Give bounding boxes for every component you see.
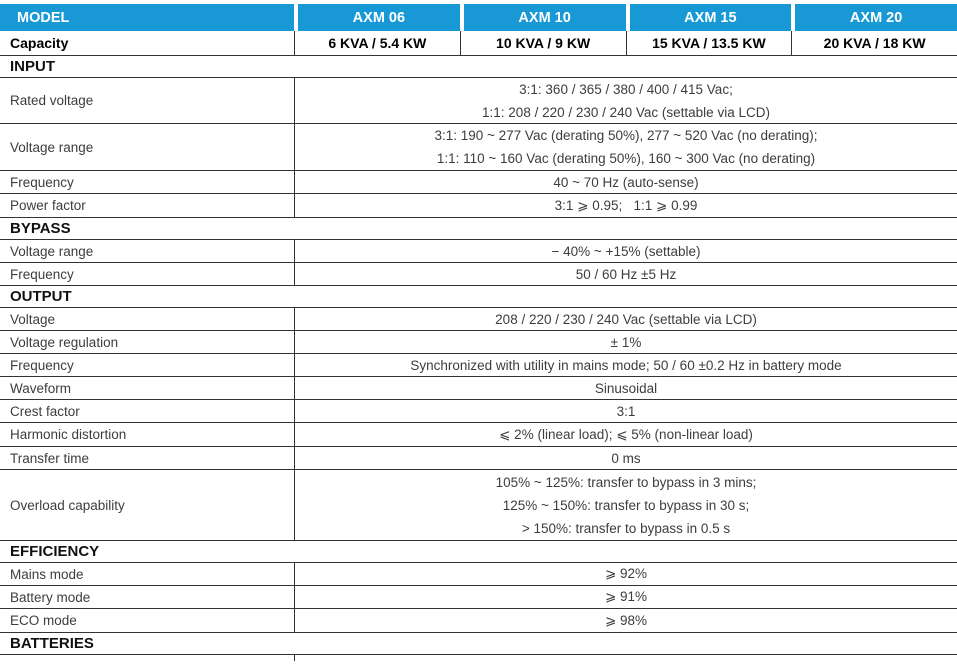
column-header-model: MODEL (0, 4, 294, 31)
section-header-output: OUTPUT (0, 286, 957, 308)
table-header-row: MODEL AXM 06 AXM 10 AXM 15 AXM 20 (0, 4, 957, 31)
row-value: ⩽ 2% (linear load); ⩽ 5% (non-linear loa… (294, 423, 957, 446)
column-header-axm20: AXM 20 (795, 4, 957, 31)
row-label: Frequency (10, 357, 74, 373)
row-battery-mode: Battery mode ⩾ 91% (0, 586, 957, 609)
row-bypass-voltage-range: Voltage range − 40% ~ +15% (settable) (0, 240, 957, 263)
column-header-axm10: AXM 10 (463, 4, 626, 31)
row-label: Voltage range (10, 139, 94, 155)
row-value: 0 ms (294, 447, 957, 469)
row-value: 40 ~ 70 Hz (auto-sense) (294, 171, 957, 193)
row-value: Synchronized with utility in mains mode;… (294, 354, 957, 376)
row-bypass-frequency: Frequency 50 / 60 Hz ±5 Hz (0, 263, 957, 286)
row-value: ± 1% (294, 331, 957, 353)
row-value: 3:1 (294, 400, 957, 422)
row-input-frequency: Frequency 40 ~ 70 Hz (auto-sense) (0, 171, 957, 194)
capacity-value-axm10: 10 KVA / 9 KW (459, 31, 626, 55)
row-label: Harmonic distortion (10, 427, 127, 442)
row-harmonic-distortion: Harmonic distortion ⩽ 2% (linear load); … (0, 423, 957, 447)
capacity-label: Capacity (10, 35, 69, 51)
row-eco-mode: ECO mode ⩾ 98% (0, 609, 957, 633)
row-value (294, 655, 957, 661)
row-label (0, 655, 294, 661)
column-header-axm15: AXM 15 (629, 4, 792, 31)
row-label: Mains mode (10, 566, 84, 582)
value-line: 1:1: 110 ~ 160 Vac (derating 50%), 160 ~… (436, 151, 816, 166)
capacity-value-axm06: 6 KVA / 5.4 KW (294, 31, 460, 55)
row-output-voltage: Voltage 208 / 220 / 230 / 240 Vac (setta… (0, 308, 957, 331)
column-header-axm06: AXM 06 (298, 4, 460, 31)
value-line: > 150%: transfer to bypass in 0.5 s (521, 520, 731, 536)
capacity-value-axm20: 20 KVA / 18 KW (791, 31, 957, 55)
row-value: ⩾ 98% (294, 609, 957, 632)
section-header-batteries: BATTERIES (0, 633, 957, 655)
row-value: Sinusoidal (294, 377, 957, 399)
row-value: 105% ~ 125%: transfer to bypass in 3 min… (294, 470, 957, 540)
row-transfer-time: Transfer time 0 ms (0, 447, 957, 470)
row-label: Rated voltage (10, 93, 94, 108)
value-line: 3:1: 360 / 365 / 380 / 400 / 415 Vac; (519, 81, 733, 97)
capacity-value-axm15: 15 KVA / 13.5 KW (625, 31, 792, 55)
row-output-frequency: Frequency Synchronized with utility in m… (0, 354, 957, 377)
row-value: 3:1 ⩾ 0.95; 1:1 ⩾ 0.99 (294, 194, 957, 217)
section-header-efficiency: EFFICIENCY (0, 541, 957, 563)
row-label: Frequency (10, 266, 74, 282)
value-line: 125% ~ 150%: transfer to bypass in 30 s; (502, 497, 750, 513)
row-label: Crest factor (10, 403, 80, 419)
row-crest-factor: Crest factor 3:1 (0, 400, 957, 423)
row-voltage-regulation: Voltage regulation ± 1% (0, 331, 957, 354)
row-waveform: Waveform Sinusoidal (0, 377, 957, 400)
row-label: Transfer time (10, 450, 90, 466)
row-mains-mode: Mains mode ⩾ 92% (0, 563, 957, 586)
row-label: Battery mode (10, 589, 91, 605)
row-label: Waveform (10, 380, 72, 396)
row-value: 3:1: 360 / 365 / 380 / 400 / 415 Vac; 1:… (294, 78, 957, 123)
row-label: Voltage regulation (10, 334, 119, 350)
row-value: 3:1: 190 ~ 277 Vac (derating 50%), 277 ~… (294, 124, 957, 170)
row-value: ⩾ 92% (294, 563, 957, 585)
row-overload-capability: Overload capability 105% ~ 125%: transfe… (0, 470, 957, 541)
row-label: Overload capability (10, 497, 125, 513)
row-rated-voltage: Rated voltage 3:1: 360 / 365 / 380 / 400… (0, 78, 957, 124)
value-line: 3:1: 190 ~ 277 Vac (derating 50%), 277 ~… (434, 128, 818, 143)
row-value: ⩾ 91% (294, 586, 957, 608)
row-label: Frequency (10, 174, 74, 190)
row-label: ECO mode (10, 613, 77, 628)
row-input-voltage-range: Voltage range 3:1: 190 ~ 277 Vac (derati… (0, 124, 957, 171)
row-batteries-partial (0, 655, 957, 661)
value-line: 1:1: 208 / 220 / 230 / 240 Vac (settable… (482, 104, 770, 120)
row-power-factor: Power factor 3:1 ⩾ 0.95; 1:1 ⩾ 0.99 (0, 194, 957, 218)
section-header-input: INPUT (0, 56, 957, 78)
value-line: 105% ~ 125%: transfer to bypass in 3 min… (495, 474, 757, 490)
row-label: Voltage range (10, 243, 94, 259)
row-value: − 40% ~ +15% (settable) (294, 240, 957, 262)
section-header-bypass: BYPASS (0, 218, 957, 240)
capacity-row: Capacity 6 KVA / 5.4 KW 10 KVA / 9 KW 15… (0, 31, 957, 56)
ups-spec-table: MODEL AXM 06 AXM 10 AXM 15 AXM 20 Capaci… (0, 4, 957, 661)
row-label: Power factor (10, 198, 86, 213)
row-label: Voltage (10, 311, 56, 327)
row-value: 50 / 60 Hz ±5 Hz (294, 263, 957, 285)
row-value: 208 / 220 / 230 / 240 Vac (settable via … (294, 308, 957, 330)
